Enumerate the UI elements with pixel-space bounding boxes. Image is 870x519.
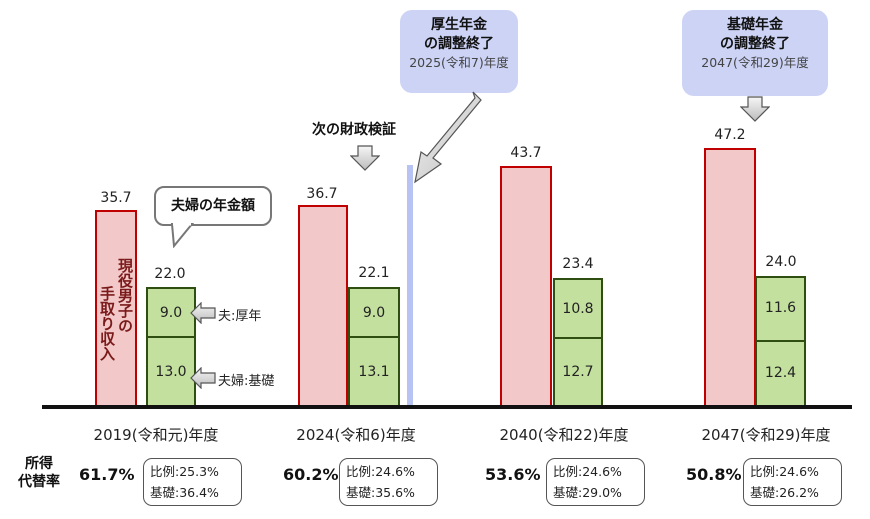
kiso-arrow-label: 夫婦:基礎	[218, 374, 275, 389]
bar-kiso-2047: 12.4	[755, 340, 806, 407]
red-bar-caption-line2: 手取り収入	[98, 286, 116, 361]
bar-total-value: 22.1	[358, 265, 390, 281]
segment-value: 10.8	[562, 301, 594, 317]
proportional-rate: 比例:24.6%	[553, 464, 622, 479]
callout-title-line1: 厚生年金	[431, 17, 487, 33]
bar-value: 43.7	[510, 145, 542, 161]
bar-income-2040	[500, 166, 552, 407]
segment-value: 12.4	[764, 365, 797, 381]
basic-rate: 基礎:26.2%	[750, 485, 819, 500]
bar-kosei-2019: 9.0	[146, 287, 196, 338]
bar-value: 35.7	[100, 190, 132, 206]
bar-total-value: 23.4	[562, 256, 594, 272]
callout-kosei-nenkin: 厚生年金 の調整終了 2025(令和7)年度	[400, 10, 518, 93]
bar-income-2047	[704, 148, 756, 407]
left-arrow-icon	[190, 367, 216, 389]
rate-breakdown-2040: 比例:24.6% 基礎:29.0%	[546, 458, 645, 506]
left-arrow-icon	[190, 302, 216, 324]
category-label-2047: 2047(令和29)年度	[701, 426, 831, 444]
segment-value: 11.6	[764, 300, 797, 316]
next-review-label: 次の財政検証	[312, 122, 396, 138]
callout-title-line1: 基礎年金	[727, 17, 783, 33]
x-axis-baseline	[42, 405, 852, 409]
basic-rate: 基礎:35.6%	[346, 485, 415, 500]
bar-income-2024	[298, 205, 348, 407]
callout-kiso-nenkin: 基礎年金 の調整終了 2047(令和29)年度	[682, 10, 828, 96]
category-label-2024: 2024(令和6)年度	[296, 426, 416, 444]
bar-income-2019	[95, 210, 137, 407]
segment-value: 9.0	[159, 305, 183, 321]
callout-title-line2: の調整終了	[720, 36, 790, 52]
bar-total-value: 24.0	[765, 254, 797, 270]
rate-label-line2: 代替率	[18, 474, 60, 490]
proportional-rate: 比例:25.3%	[150, 464, 219, 479]
callout-title-line2: の調整終了	[424, 36, 494, 52]
segment-value: 9.0	[362, 305, 386, 321]
down-arrow-icon	[740, 96, 770, 122]
kosei-arrow-label: 夫:厚年	[218, 309, 262, 324]
bar-kiso-2019: 13.0	[146, 336, 196, 407]
bar-kosei-2047: 11.6	[755, 276, 806, 342]
bar-kiso-2024: 13.1	[348, 336, 400, 407]
bar-value: 47.2	[714, 127, 746, 143]
callout-date: 2025(令和7)年度	[409, 55, 509, 70]
proportional-rate: 比例:24.6%	[346, 464, 415, 479]
diagonal-arrow-icon	[414, 91, 482, 184]
rate-breakdown-2047: 比例:24.6% 基礎:26.2%	[743, 458, 842, 506]
replacement-rate-label: 所得 代替率	[18, 455, 60, 491]
replacement-rate-2019: 61.7%	[79, 465, 135, 484]
bar-value: 36.7	[306, 186, 338, 202]
proportional-rate: 比例:24.6%	[750, 464, 819, 479]
callout-date: 2047(令和29)年度	[701, 55, 809, 70]
bar-kosei-2024: 9.0	[348, 287, 400, 338]
speech-bubble-tail	[170, 222, 195, 248]
adjustment-end-divider	[407, 165, 413, 407]
category-label-2040: 2040(令和22)年度	[499, 426, 629, 444]
segment-value: 12.7	[562, 364, 594, 380]
segment-value: 13.1	[358, 364, 390, 380]
basic-rate: 基礎:29.0%	[553, 485, 622, 500]
rate-breakdown-2019: 比例:25.3% 基礎:36.4%	[143, 458, 242, 506]
down-arrow-icon	[350, 145, 380, 171]
bar-kosei-2040: 10.8	[553, 278, 603, 339]
bar-total-value: 22.0	[154, 266, 186, 282]
replacement-rate-2047: 50.8%	[686, 465, 742, 484]
rate-label-line1: 所得	[25, 456, 53, 472]
red-bar-caption-line1: 現役男子の	[116, 258, 134, 333]
category-label-2019: 2019(令和元)年度	[93, 426, 219, 444]
replacement-rate-2024: 60.2%	[283, 465, 339, 484]
replacement-rate-2040: 53.6%	[485, 465, 541, 484]
rate-breakdown-2024: 比例:24.6% 基礎:35.6%	[339, 458, 438, 506]
bar-kiso-2040: 12.7	[553, 337, 603, 407]
segment-value: 13.0	[155, 364, 187, 380]
speech-bubble-couple-pension: 夫婦の年金額	[154, 186, 272, 226]
basic-rate: 基礎:36.4%	[150, 485, 219, 500]
